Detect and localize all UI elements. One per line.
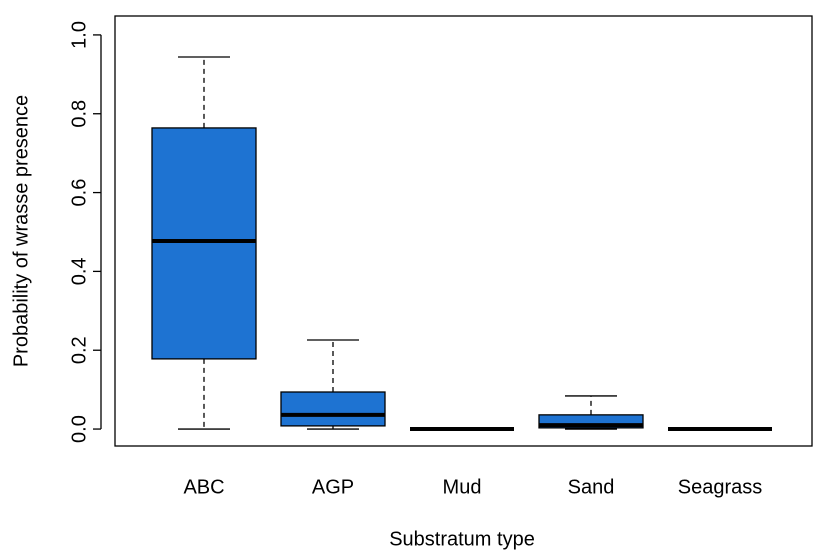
plot-frame: [114, 15, 813, 447]
x-tick-label: AGP: [312, 476, 354, 498]
y-tick-label: 0.0: [68, 415, 90, 443]
x-tick-label: ABC: [183, 476, 224, 498]
y-tick-label: 1.0: [68, 21, 90, 49]
y-tick-label: 0.6: [68, 179, 90, 207]
x-tick-label: Sand: [568, 476, 615, 498]
box: [151, 127, 257, 360]
x-tick-label: Seagrass: [678, 476, 763, 498]
y-tick-label: 0.4: [68, 257, 90, 285]
x-axis-label: Substratum type: [389, 528, 535, 550]
y-tick-label: 0.8: [68, 100, 90, 128]
y-axis-label: Probability of wrasse presence: [10, 95, 32, 367]
y-tick-label: 0.2: [68, 336, 90, 364]
box: [280, 391, 386, 427]
x-tick-label: Mud: [443, 476, 482, 498]
